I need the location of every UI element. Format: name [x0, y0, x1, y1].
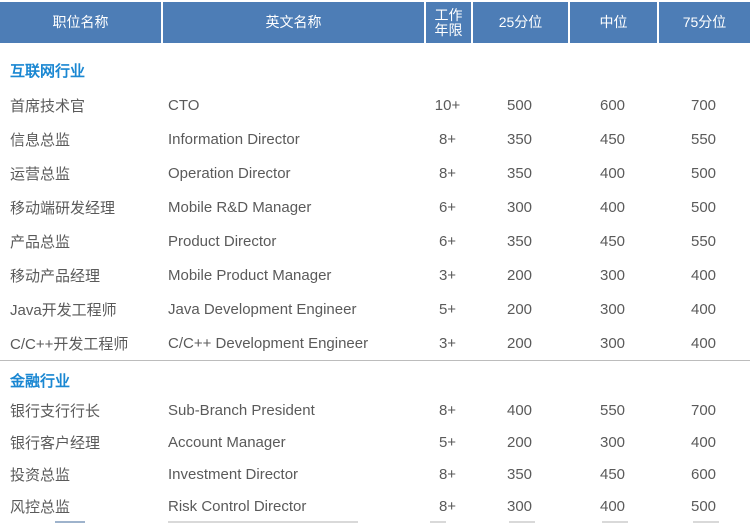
cell-p25: 350: [506, 232, 533, 250]
cell-years: 10+: [434, 96, 461, 114]
cell-p75: 550: [690, 232, 717, 250]
cell-p50: 300: [599, 266, 626, 284]
header-cell-p25: 25分位: [471, 2, 568, 43]
cell-p25: 300: [506, 497, 533, 515]
table-row: 投资总监 Investment Director 8+ 350 450 600: [0, 458, 750, 490]
table-body: 互联网行业首席技术官 CTO 10+ 500 600 700 信息总监 Information…: [0, 60, 750, 522]
section-title-finance: 金融行业: [10, 373, 71, 390]
cell-p75: 400: [690, 266, 717, 284]
cell-position: 银行支行行长: [10, 402, 101, 420]
cell-english: Mobile Product Manager: [168, 266, 332, 284]
cell-years: 6+: [438, 198, 457, 216]
cell-p75: 500: [690, 497, 717, 515]
cell-p25: 400: [506, 401, 533, 419]
cell-years: 6+: [438, 232, 457, 250]
cell-years: 8+: [438, 465, 457, 483]
cell-p25: 200: [506, 266, 533, 284]
table-row: 移动端研发经理 Mobile R&D Manager 6+ 300 400 500: [0, 190, 750, 224]
cell-position: 信息总监: [10, 131, 71, 149]
cell-position: 首席技术官: [10, 97, 86, 115]
table-row: 首席技术官 CTO 10+ 500 600 700: [0, 88, 750, 122]
cell-p75: 400: [690, 334, 717, 352]
cell-p25: 500: [506, 96, 533, 114]
cell-english: Investment Director: [168, 465, 299, 483]
section-finance: 金融行业银行支行行长 Sub-Branch President 8+ 400 550 70…: [0, 360, 750, 522]
header-cell-years: 工作 年限: [424, 2, 471, 43]
cell-english: Sub-Branch President: [168, 401, 315, 419]
cell-p50: 450: [599, 465, 626, 483]
cell-position: 银行客户经理: [10, 434, 101, 452]
cell-p25: 200: [506, 300, 533, 318]
cell-english: CTO: [168, 96, 200, 114]
cell-p50: 450: [599, 232, 626, 250]
table-row: C/C++开发工程师 C/C++ Development Engineer 3+ 20…: [0, 326, 750, 360]
cell-p75: 400: [690, 300, 717, 318]
header-cell-english: 英文名称: [161, 2, 424, 43]
cell-position: 风控总监: [10, 498, 71, 516]
cell-english: Mobile R&D Manager: [168, 198, 312, 216]
cell-p50: 550: [599, 401, 626, 419]
cell-p25: 200: [506, 334, 533, 352]
section-title-internet: 互联网行业: [10, 63, 86, 80]
header-cell-p75: 75分位: [657, 2, 750, 43]
header-cell-position: 职位名称: [0, 2, 161, 43]
cell-position: 投资总监: [10, 466, 71, 484]
cell-p75: 600: [690, 465, 717, 483]
table-row: 信息总监 Information Director 8+ 350 450 550: [0, 122, 750, 156]
cell-years: 8+: [438, 497, 457, 515]
cell-position: 产品总监: [10, 233, 71, 251]
table-row: 风控总监 Risk Control Director 8+ 300 400 500: [0, 490, 750, 522]
cell-p25: 350: [506, 164, 533, 182]
cell-english: Risk Control Director: [168, 497, 307, 515]
cell-p75: 400: [690, 433, 717, 451]
cell-p50: 400: [599, 198, 626, 216]
cell-p50: 300: [599, 300, 626, 318]
clipped-next-row-remnant: [0, 521, 750, 524]
cell-years: 5+: [438, 300, 457, 318]
cell-p50: 600: [599, 96, 626, 114]
cell-position: C/C++开发工程师: [10, 335, 129, 353]
cell-years: 8+: [438, 130, 457, 148]
cell-p25: 350: [506, 465, 533, 483]
cell-position: Java开发工程师: [10, 301, 117, 319]
table-row: 移动产品经理 Mobile Product Manager 3+ 200 300 400: [0, 258, 750, 292]
cell-english: C/C++ Development Engineer: [168, 334, 369, 352]
cell-p50: 450: [599, 130, 626, 148]
cell-p75: 500: [690, 164, 717, 182]
table-row: 产品总监 Product Director 6+ 350 450 550: [0, 224, 750, 258]
cell-years: 8+: [438, 401, 457, 419]
cell-p75: 500: [690, 198, 717, 216]
table-row: 银行客户经理 Account Manager 5+ 200 300 400: [0, 426, 750, 458]
cell-p50: 300: [599, 433, 626, 451]
cell-english: Java Development Engineer: [168, 300, 357, 318]
table-row: Java开发工程师 Java Development Engineer 5+ 200 3…: [0, 292, 750, 326]
cell-years: 3+: [438, 266, 457, 284]
cell-years: 3+: [438, 334, 457, 352]
cell-p25: 300: [506, 198, 533, 216]
cell-years: 8+: [438, 164, 457, 182]
cell-position: 移动端研发经理: [10, 199, 116, 217]
cell-position: 移动产品经理: [10, 267, 101, 285]
header-cell-p50: 中位: [568, 2, 657, 43]
cell-p75: 550: [690, 130, 717, 148]
cell-position: 运营总监: [10, 165, 71, 183]
cell-english: Information Director: [168, 130, 300, 148]
cell-p50: 300: [599, 334, 626, 352]
cell-p75: 700: [690, 401, 717, 419]
table-row: 银行支行行长 Sub-Branch President 8+ 400 550 700: [0, 394, 750, 426]
cell-english: Operation Director: [168, 164, 291, 182]
cell-english: Product Director: [168, 232, 277, 250]
section-internet: 互联网行业首席技术官 CTO 10+ 500 600 700 信息总监 Information…: [0, 60, 750, 360]
cell-p25: 350: [506, 130, 533, 148]
cell-p25: 200: [506, 433, 533, 451]
cell-p50: 400: [599, 164, 626, 182]
table-header-row: 职位名称 英文名称 工作 年限 25分位 中位 75分位: [0, 2, 750, 43]
header-cell-years-text: 工作 年限: [434, 6, 463, 38]
cell-years: 5+: [438, 433, 457, 451]
cell-p50: 400: [599, 497, 626, 515]
cell-p75: 700: [690, 96, 717, 114]
cell-english: Account Manager: [168, 433, 286, 451]
table-row: 运营总监 Operation Director 8+ 350 400 500: [0, 156, 750, 190]
